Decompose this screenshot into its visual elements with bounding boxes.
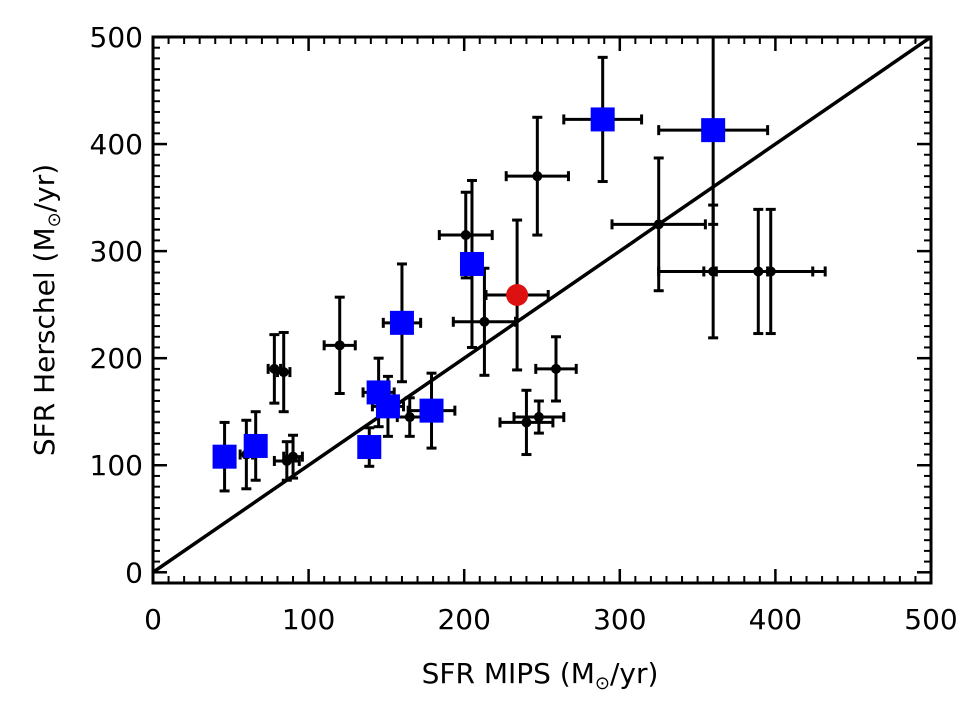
data-point-dot (532, 171, 543, 182)
y-axis-title: SFR Herschel (M⊙/yr) (28, 164, 65, 456)
one-to-one-line (153, 37, 931, 574)
data-point-dot (479, 316, 490, 327)
x-tick-label: 300 (593, 603, 646, 636)
data-point-dot (521, 417, 532, 428)
axes-layer (151, 35, 933, 585)
data-point-dot (708, 266, 719, 277)
data-point-square (590, 107, 615, 132)
data-point-dot (653, 219, 664, 230)
data-point-dot (278, 367, 289, 378)
y-tick-label: 100 (90, 449, 143, 482)
x-tick-label: 500 (904, 603, 957, 636)
marker-layer (212, 107, 776, 469)
x-tick-label: 0 (144, 603, 162, 636)
data-point-square (212, 444, 237, 469)
data-point-square (701, 118, 726, 143)
data-point-square (459, 251, 484, 276)
data-point-square (419, 398, 444, 423)
x-axis-title: SFR MIPS (M⊙/yr) (422, 657, 659, 694)
data-point-dot (533, 412, 544, 423)
y-tick-label: 400 (90, 128, 143, 161)
data-point-dot (460, 230, 471, 241)
tick-label-layer: 0 100 200 300 400 500 0 100 200 300 400 500 (90, 21, 958, 636)
y-tick-label: 200 (90, 342, 143, 375)
data-point-dot (288, 451, 299, 462)
data-point-dot (334, 340, 345, 351)
y-tick-label: 0 (125, 556, 143, 589)
data-point-dot (551, 363, 562, 374)
y-tick-label: 300 (90, 235, 143, 268)
data-point-dot (753, 266, 764, 277)
x-tick-label: 100 (282, 603, 335, 636)
data-point-circle (506, 284, 529, 307)
data-point-square (357, 435, 382, 460)
reference-line-layer (153, 37, 931, 574)
data-point-dot (404, 412, 415, 423)
x-tick-label: 400 (749, 603, 802, 636)
data-point-dot (269, 363, 280, 374)
data-point-square (375, 394, 400, 419)
y-tick-label: 500 (90, 21, 143, 54)
data-point-square (389, 310, 414, 335)
data-point-square (243, 433, 268, 458)
x-tick-label: 200 (437, 603, 490, 636)
data-point-dot (765, 266, 776, 277)
